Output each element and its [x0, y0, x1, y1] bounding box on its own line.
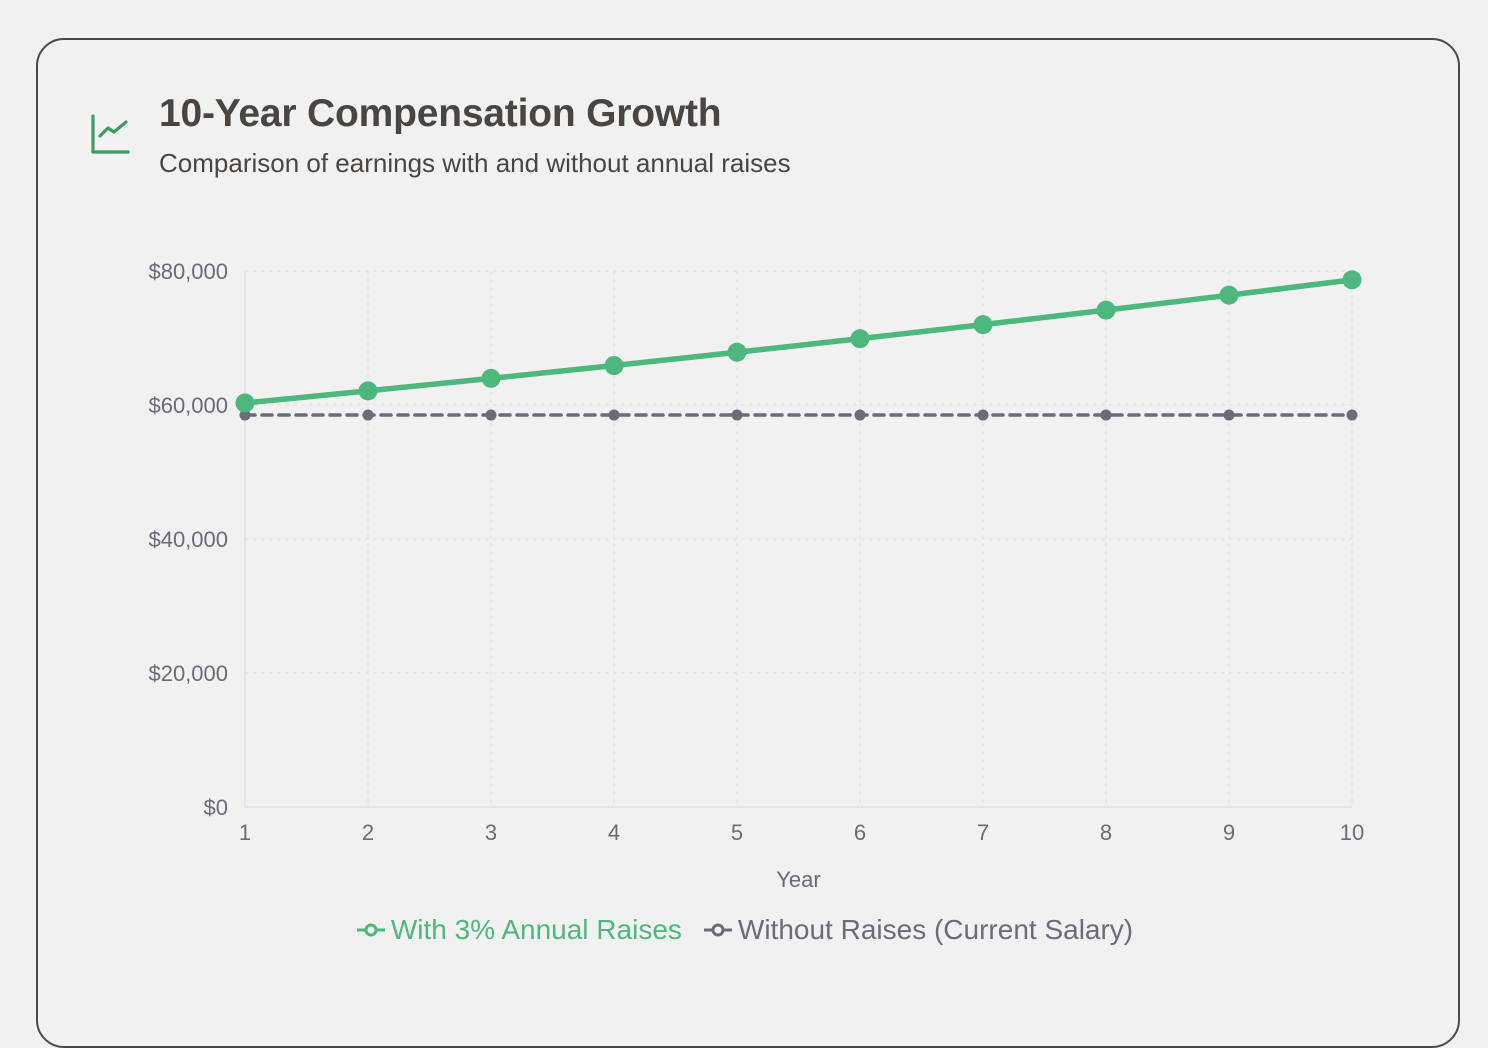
x-tick-label: 2	[362, 820, 374, 845]
x-axis-title: Year	[776, 867, 820, 892]
data-point-without-raises[interactable]	[1100, 409, 1112, 421]
series-layer	[235, 270, 1362, 421]
legend-marker-with-raises-icon	[356, 923, 385, 937]
line-chart-icon	[91, 114, 130, 154]
chart-subtitle: Comparison of earnings with and without …	[159, 148, 791, 178]
legend-item-without-raises[interactable]: Without Raises (Current Salary)	[702, 914, 1133, 946]
data-point-with-raises[interactable]	[1342, 270, 1362, 290]
x-tick-label: 4	[608, 820, 620, 845]
legend-label-without-raises: Without Raises (Current Salary)	[737, 914, 1134, 945]
legend-marker-without-raises-icon	[703, 923, 732, 937]
data-point-without-raises[interactable]	[731, 409, 743, 421]
y-tick-label: $40,000	[148, 527, 228, 552]
chart-card	[36, 38, 1460, 1048]
data-point-with-raises[interactable]	[973, 315, 993, 335]
legend-label-with-raises: With 3% Annual Raises	[390, 914, 682, 945]
data-point-without-raises[interactable]	[1223, 409, 1235, 421]
y-tick-label: $20,000	[148, 661, 228, 686]
y-tick-label: $80,000	[148, 259, 228, 284]
y-tick-label: $60,000	[148, 393, 228, 418]
x-tick-label: 1	[239, 820, 251, 845]
data-point-with-raises[interactable]	[1096, 300, 1116, 320]
data-point-without-raises[interactable]	[1346, 409, 1358, 421]
series-line-with-raises	[242, 277, 1355, 406]
axis-layer: $0 $20,000 $40,000 $60,000 $80,000 1 2 3 4 5 6 7 8 9 1…	[148, 259, 1364, 892]
chart-legend: With 3% Annual Raises Without Raises (Cu…	[0, 914, 1488, 946]
chart-title: 10-Year Compensation Growth	[159, 92, 722, 135]
data-point-with-raises[interactable]	[604, 356, 624, 376]
data-point-with-raises[interactable]	[727, 342, 747, 362]
x-tick-label: 10	[1340, 820, 1364, 845]
data-point-without-raises[interactable]	[362, 409, 374, 421]
y-tick-label: $0	[204, 795, 228, 820]
grid-layer	[244, 270, 1353, 808]
x-tick-label: 6	[854, 820, 866, 845]
data-point-with-raises[interactable]	[1219, 285, 1239, 305]
data-point-without-raises[interactable]	[854, 409, 866, 421]
data-point-with-raises[interactable]	[481, 368, 501, 388]
data-point-without-raises[interactable]	[977, 409, 989, 421]
data-point-with-raises[interactable]	[235, 393, 255, 413]
x-tick-label: 8	[1100, 820, 1112, 845]
x-tick-label: 3	[485, 820, 497, 845]
x-tick-label: 5	[731, 820, 743, 845]
data-point-without-raises[interactable]	[239, 409, 251, 421]
data-point-without-raises[interactable]	[608, 409, 620, 421]
data-point-without-raises[interactable]	[485, 409, 497, 421]
legend-item-with-raises[interactable]: With 3% Annual Raises	[355, 914, 682, 946]
data-point-with-raises[interactable]	[358, 381, 378, 401]
x-tick-label: 9	[1223, 820, 1235, 845]
x-tick-label: 7	[977, 820, 989, 845]
line-chart: $0 $20,000 $40,000 $60,000 $80,000 1 2 3 4 5 6 7 8 9 1…	[148, 259, 1364, 892]
data-point-with-raises[interactable]	[850, 329, 870, 349]
